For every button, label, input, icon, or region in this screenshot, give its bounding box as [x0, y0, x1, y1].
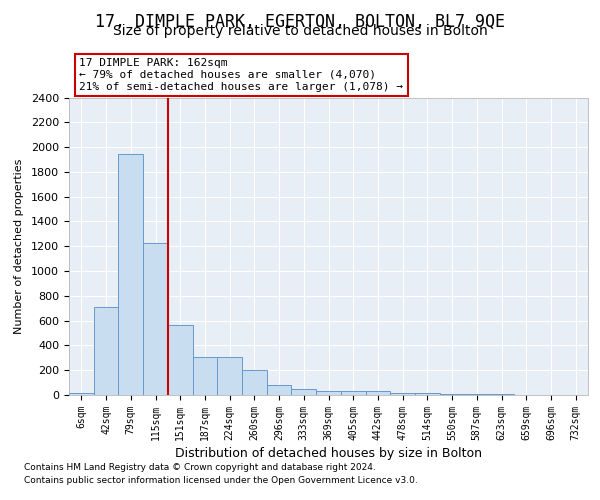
Bar [341, 392, 365, 395]
Bar [415, 393, 440, 395]
Bar [267, 385, 292, 395]
Bar [69, 393, 94, 395]
Bar [193, 357, 217, 395]
X-axis label: Distribution of detached houses by size in Bolton: Distribution of detached houses by size … [175, 447, 482, 460]
Text: Size of property relative to detached houses in Bolton: Size of property relative to detached ho… [113, 24, 487, 38]
Bar [489, 394, 514, 395]
Text: 17, DIMPLE PARK, EGERTON, BOLTON, BL7 9QE: 17, DIMPLE PARK, EGERTON, BOLTON, BL7 9Q… [95, 12, 505, 30]
Bar [143, 242, 168, 395]
Bar [118, 154, 143, 395]
Bar [440, 394, 464, 395]
Text: Contains HM Land Registry data © Crown copyright and database right 2024.: Contains HM Land Registry data © Crown c… [24, 462, 376, 471]
Bar [316, 390, 341, 395]
Text: 17 DIMPLE PARK: 162sqm
← 79% of detached houses are smaller (4,070)
21% of semi-: 17 DIMPLE PARK: 162sqm ← 79% of detached… [79, 58, 403, 92]
Bar [464, 394, 489, 395]
Bar [365, 392, 390, 395]
Bar [242, 370, 267, 395]
Text: Contains public sector information licensed under the Open Government Licence v3: Contains public sector information licen… [24, 476, 418, 485]
Y-axis label: Number of detached properties: Number of detached properties [14, 158, 24, 334]
Bar [292, 390, 316, 395]
Bar [94, 307, 118, 395]
Bar [390, 393, 415, 395]
Bar [217, 357, 242, 395]
Bar [168, 325, 193, 395]
